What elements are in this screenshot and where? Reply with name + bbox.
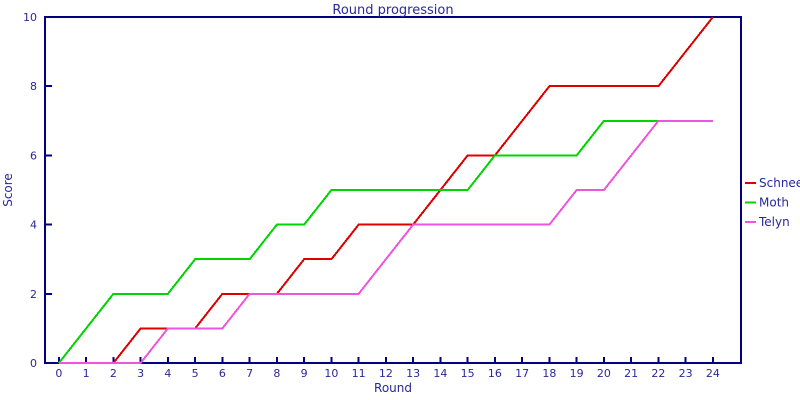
legend-item-telyn: Telyn — [745, 215, 790, 229]
y-tick-label: 6 — [30, 149, 37, 162]
y-tick-label: 2 — [30, 288, 37, 301]
x-tick-label: 9 — [301, 367, 308, 380]
plot-area: 0 1 2 3 4 5 6 7 8 9 10 11 12 13 14 15 16 17 18 19 20 21 22 23 24… — [23, 11, 742, 380]
x-tick-label: 24 — [706, 367, 720, 380]
x-tick-label: 5 — [192, 367, 199, 380]
x-tick-label: 8 — [273, 367, 280, 380]
y-tick-label: 0 — [30, 357, 37, 370]
x-tick-label: 12 — [379, 367, 393, 380]
x-tick-label: 7 — [246, 367, 253, 380]
x-tick-label: 20 — [597, 367, 611, 380]
legend-item-label: Schnee — [759, 176, 800, 190]
plot-border — [44, 16, 742, 364]
y-tick-label: 10 — [23, 11, 37, 24]
y-tick-label: 4 — [30, 219, 37, 232]
legend-item-label: Telyn — [758, 215, 790, 229]
chart-title: Round progression — [332, 3, 453, 18]
series-line-moth — [58, 119, 713, 364]
x-tick-label: 17 — [515, 367, 529, 380]
x-tick-label: 4 — [164, 367, 171, 380]
y-tick-label: 8 — [30, 80, 37, 93]
y-axis-label: Score — [1, 173, 15, 207]
x-tick-label: 11 — [352, 367, 366, 380]
x-tick-label: 1 — [83, 367, 90, 380]
x-axis-label: Round — [374, 381, 412, 395]
x-tick-label: 19 — [570, 367, 584, 380]
x-tick-label: 0 — [55, 367, 62, 380]
x-tick-label: 23 — [679, 367, 693, 380]
x-tick-label: 13 — [406, 367, 420, 380]
x-tick-label: 22 — [651, 367, 665, 380]
x-tick-label: 2 — [110, 367, 117, 380]
x-tick-label: 15 — [461, 367, 475, 380]
series-line-telyn — [58, 119, 713, 364]
x-tick-label: 10 — [324, 367, 338, 380]
x-tick-label: 21 — [624, 367, 638, 380]
legend-item-schnee: Schnee — [745, 176, 800, 190]
legend-item-moth: Moth — [745, 196, 789, 210]
x-tick-label: 16 — [488, 367, 502, 380]
legend: Schnee Moth Telyn — [745, 176, 800, 229]
legend-item-label: Moth — [759, 196, 789, 210]
x-tick-label: 6 — [219, 367, 226, 380]
x-tick-label: 3 — [137, 367, 144, 380]
x-tick-label: 18 — [542, 367, 556, 380]
x-tick-label: 14 — [433, 367, 447, 380]
